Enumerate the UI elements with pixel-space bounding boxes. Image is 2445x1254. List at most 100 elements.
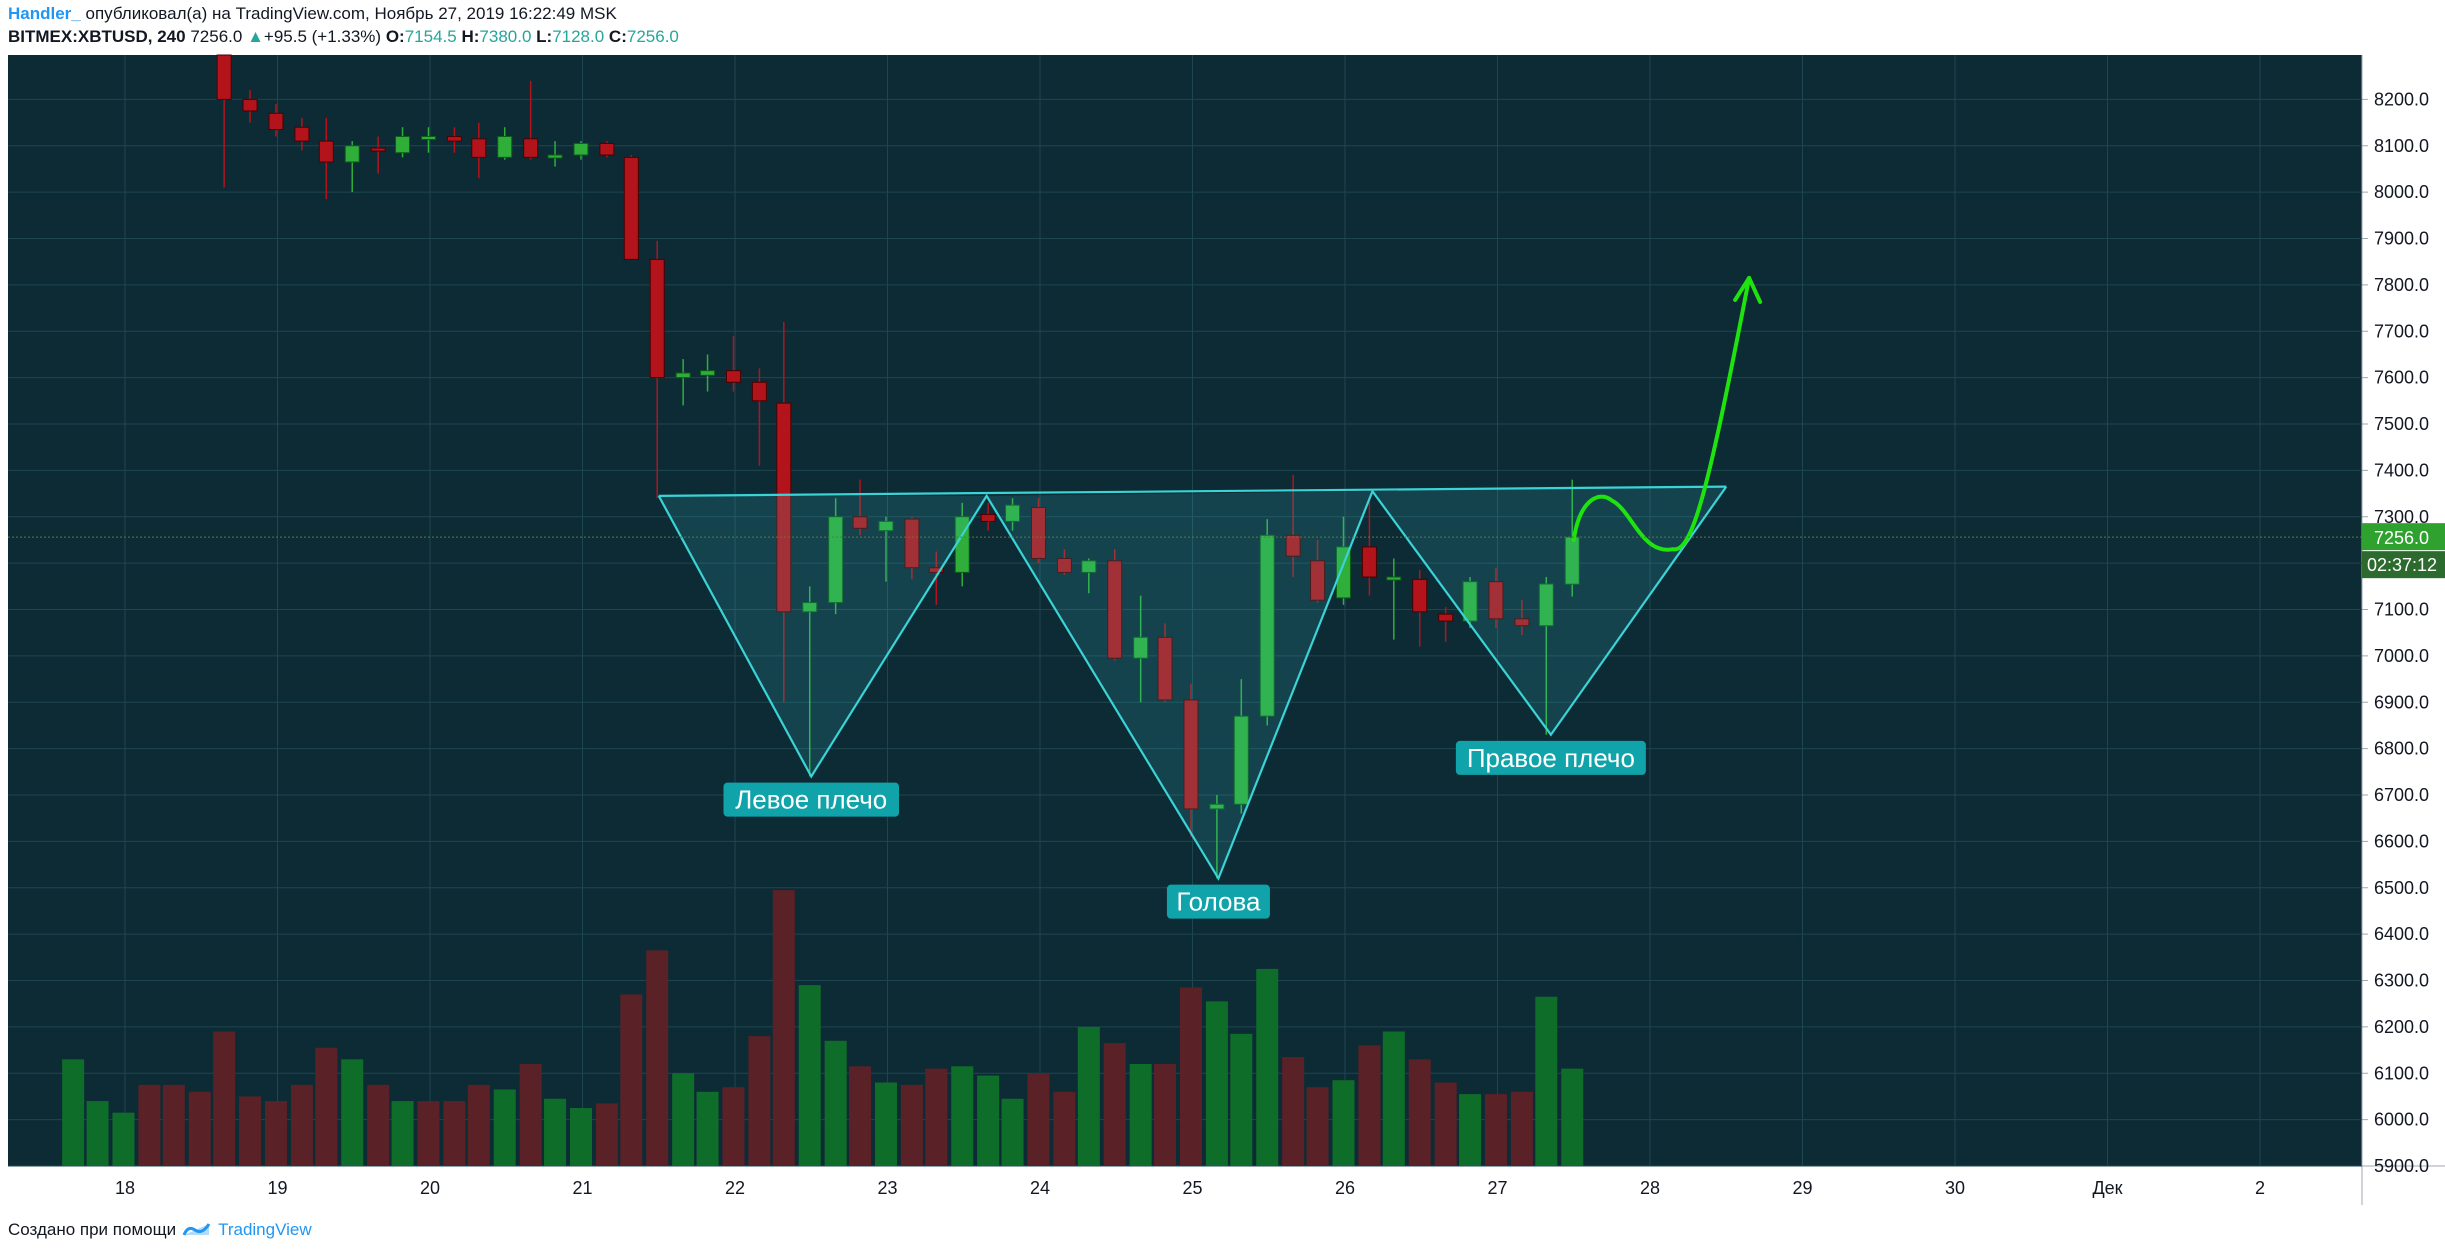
volume-bar	[443, 1101, 466, 1166]
candle-body	[1056, 557, 1072, 573]
volume-bar	[1510, 1091, 1533, 1166]
candle-body	[751, 381, 767, 402]
candle-body	[344, 145, 360, 163]
footer: Создано при помощи TradingView	[8, 1220, 312, 1240]
y-tick-label: 7800.0	[2374, 275, 2429, 295]
y-tick-label: 6700.0	[2374, 785, 2429, 805]
volume-bar	[748, 1036, 771, 1166]
volume-bar	[798, 985, 821, 1166]
volume-bar	[1154, 1063, 1177, 1166]
pattern-label: Левое плечо	[723, 782, 899, 817]
candle-body	[420, 135, 436, 140]
pattern-label: Правое плечо	[1455, 740, 1646, 775]
pattern-label-text: Голова	[1176, 887, 1261, 917]
volume-bar	[1256, 968, 1279, 1166]
candle-body	[1183, 699, 1199, 810]
pattern-label: Голова	[1166, 884, 1270, 919]
volume-bar	[62, 1059, 85, 1166]
y-tick-label: 6200.0	[2374, 1017, 2429, 1037]
last-price-value: 7256.0	[190, 27, 243, 46]
y-tick-label: 6300.0	[2374, 971, 2429, 991]
volume-bar	[138, 1084, 161, 1166]
y-tick-label: 5900.0	[2374, 1156, 2429, 1176]
symbol-label: BITMEX:XBTUSD, 240	[8, 27, 186, 46]
volume-bar	[696, 1091, 719, 1166]
y-tick-label: 7000.0	[2374, 646, 2429, 666]
pattern-label-text: Левое плечо	[735, 785, 887, 815]
volume-bar	[1179, 987, 1202, 1166]
volume-bar	[620, 994, 643, 1166]
volume-bar	[1129, 1063, 1152, 1166]
volume-bar	[1282, 1057, 1305, 1166]
candle-body	[1259, 534, 1275, 717]
candle-body	[1361, 546, 1377, 578]
volume-bar	[1306, 1087, 1329, 1166]
candle-body	[294, 126, 310, 142]
candle-body	[904, 518, 920, 569]
y-tick-label: 6500.0	[2374, 878, 2429, 898]
countdown-tag	[2362, 551, 2445, 579]
candle-body	[649, 258, 665, 379]
candle-body	[1514, 618, 1530, 627]
candle-body	[446, 135, 462, 142]
volume-bar	[1027, 1073, 1050, 1166]
y-tick-label: 7100.0	[2374, 600, 2429, 620]
up-triangle-icon: ▲	[247, 27, 264, 46]
candle-body	[1157, 636, 1173, 701]
volume-bar	[1434, 1082, 1457, 1166]
y-tick-label: 6900.0	[2374, 692, 2429, 712]
volume-bar	[315, 1047, 338, 1166]
candle-body	[1412, 578, 1428, 613]
pattern-triangle-fill	[986, 491, 1373, 879]
candle-body	[268, 112, 284, 131]
volume-bar	[1077, 1026, 1100, 1166]
volume-bar	[722, 1087, 745, 1166]
candle-body	[1209, 803, 1225, 810]
volume-bar	[569, 1108, 592, 1166]
pattern-label-box	[1166, 884, 1270, 919]
y-tick-label: 7500.0	[2374, 414, 2429, 434]
candle-body	[1386, 576, 1402, 581]
candle-body	[1107, 560, 1123, 659]
pattern-label-text: Правое плечо	[1467, 743, 1635, 773]
y-tick-label: 8200.0	[2374, 89, 2429, 109]
y-tick-label: 8100.0	[2374, 136, 2429, 156]
volume-bar	[239, 1096, 262, 1166]
change-value: +95.5 (+1.33%)	[263, 27, 382, 46]
candle-body	[1438, 613, 1454, 622]
volume-bar	[1001, 1098, 1024, 1166]
candle-body	[523, 138, 539, 158]
volume-bar	[1535, 996, 1558, 1166]
volume-bar	[1459, 1094, 1482, 1166]
volume-bar	[519, 1063, 542, 1166]
x-tick-label: 21	[572, 1178, 592, 1198]
x-tick-label: 24	[1030, 1178, 1050, 1198]
volume-bar	[900, 1084, 923, 1166]
y-tick-label: 6400.0	[2374, 924, 2429, 944]
close-value: 7256.0	[626, 27, 679, 46]
candle-body	[599, 142, 615, 156]
volume-bar	[1484, 1094, 1507, 1166]
candle-body	[776, 402, 792, 613]
volume-bar	[874, 1082, 897, 1166]
volume-bar	[290, 1084, 313, 1166]
tradingview-link[interactable]: TradingView	[218, 1220, 312, 1239]
x-tick-label: 23	[877, 1178, 897, 1198]
y-tick-label: 6000.0	[2374, 1110, 2429, 1130]
y-tick-label: 6800.0	[2374, 739, 2429, 759]
candle-body	[1081, 560, 1097, 573]
volume-bar	[1205, 1001, 1228, 1166]
volume-bar	[1408, 1059, 1431, 1166]
price-chart[interactable]: Левое плечо Голова Правое плечо 5900.0 6000…	[0, 0, 2445, 1210]
x-tick-label: Дек	[2092, 1178, 2122, 1198]
y-tick-label: 8000.0	[2374, 182, 2429, 202]
volume-bar	[925, 1068, 948, 1166]
projection-path	[1571, 275, 1752, 552]
candle-body	[497, 135, 513, 158]
x-tick-label: 29	[1792, 1178, 1812, 1198]
x-tick-label: 2	[2255, 1178, 2265, 1198]
candle-body	[828, 516, 844, 604]
volume-bar	[824, 1040, 847, 1166]
candle-body	[1488, 581, 1504, 620]
author-link[interactable]: Handler_	[8, 4, 81, 23]
